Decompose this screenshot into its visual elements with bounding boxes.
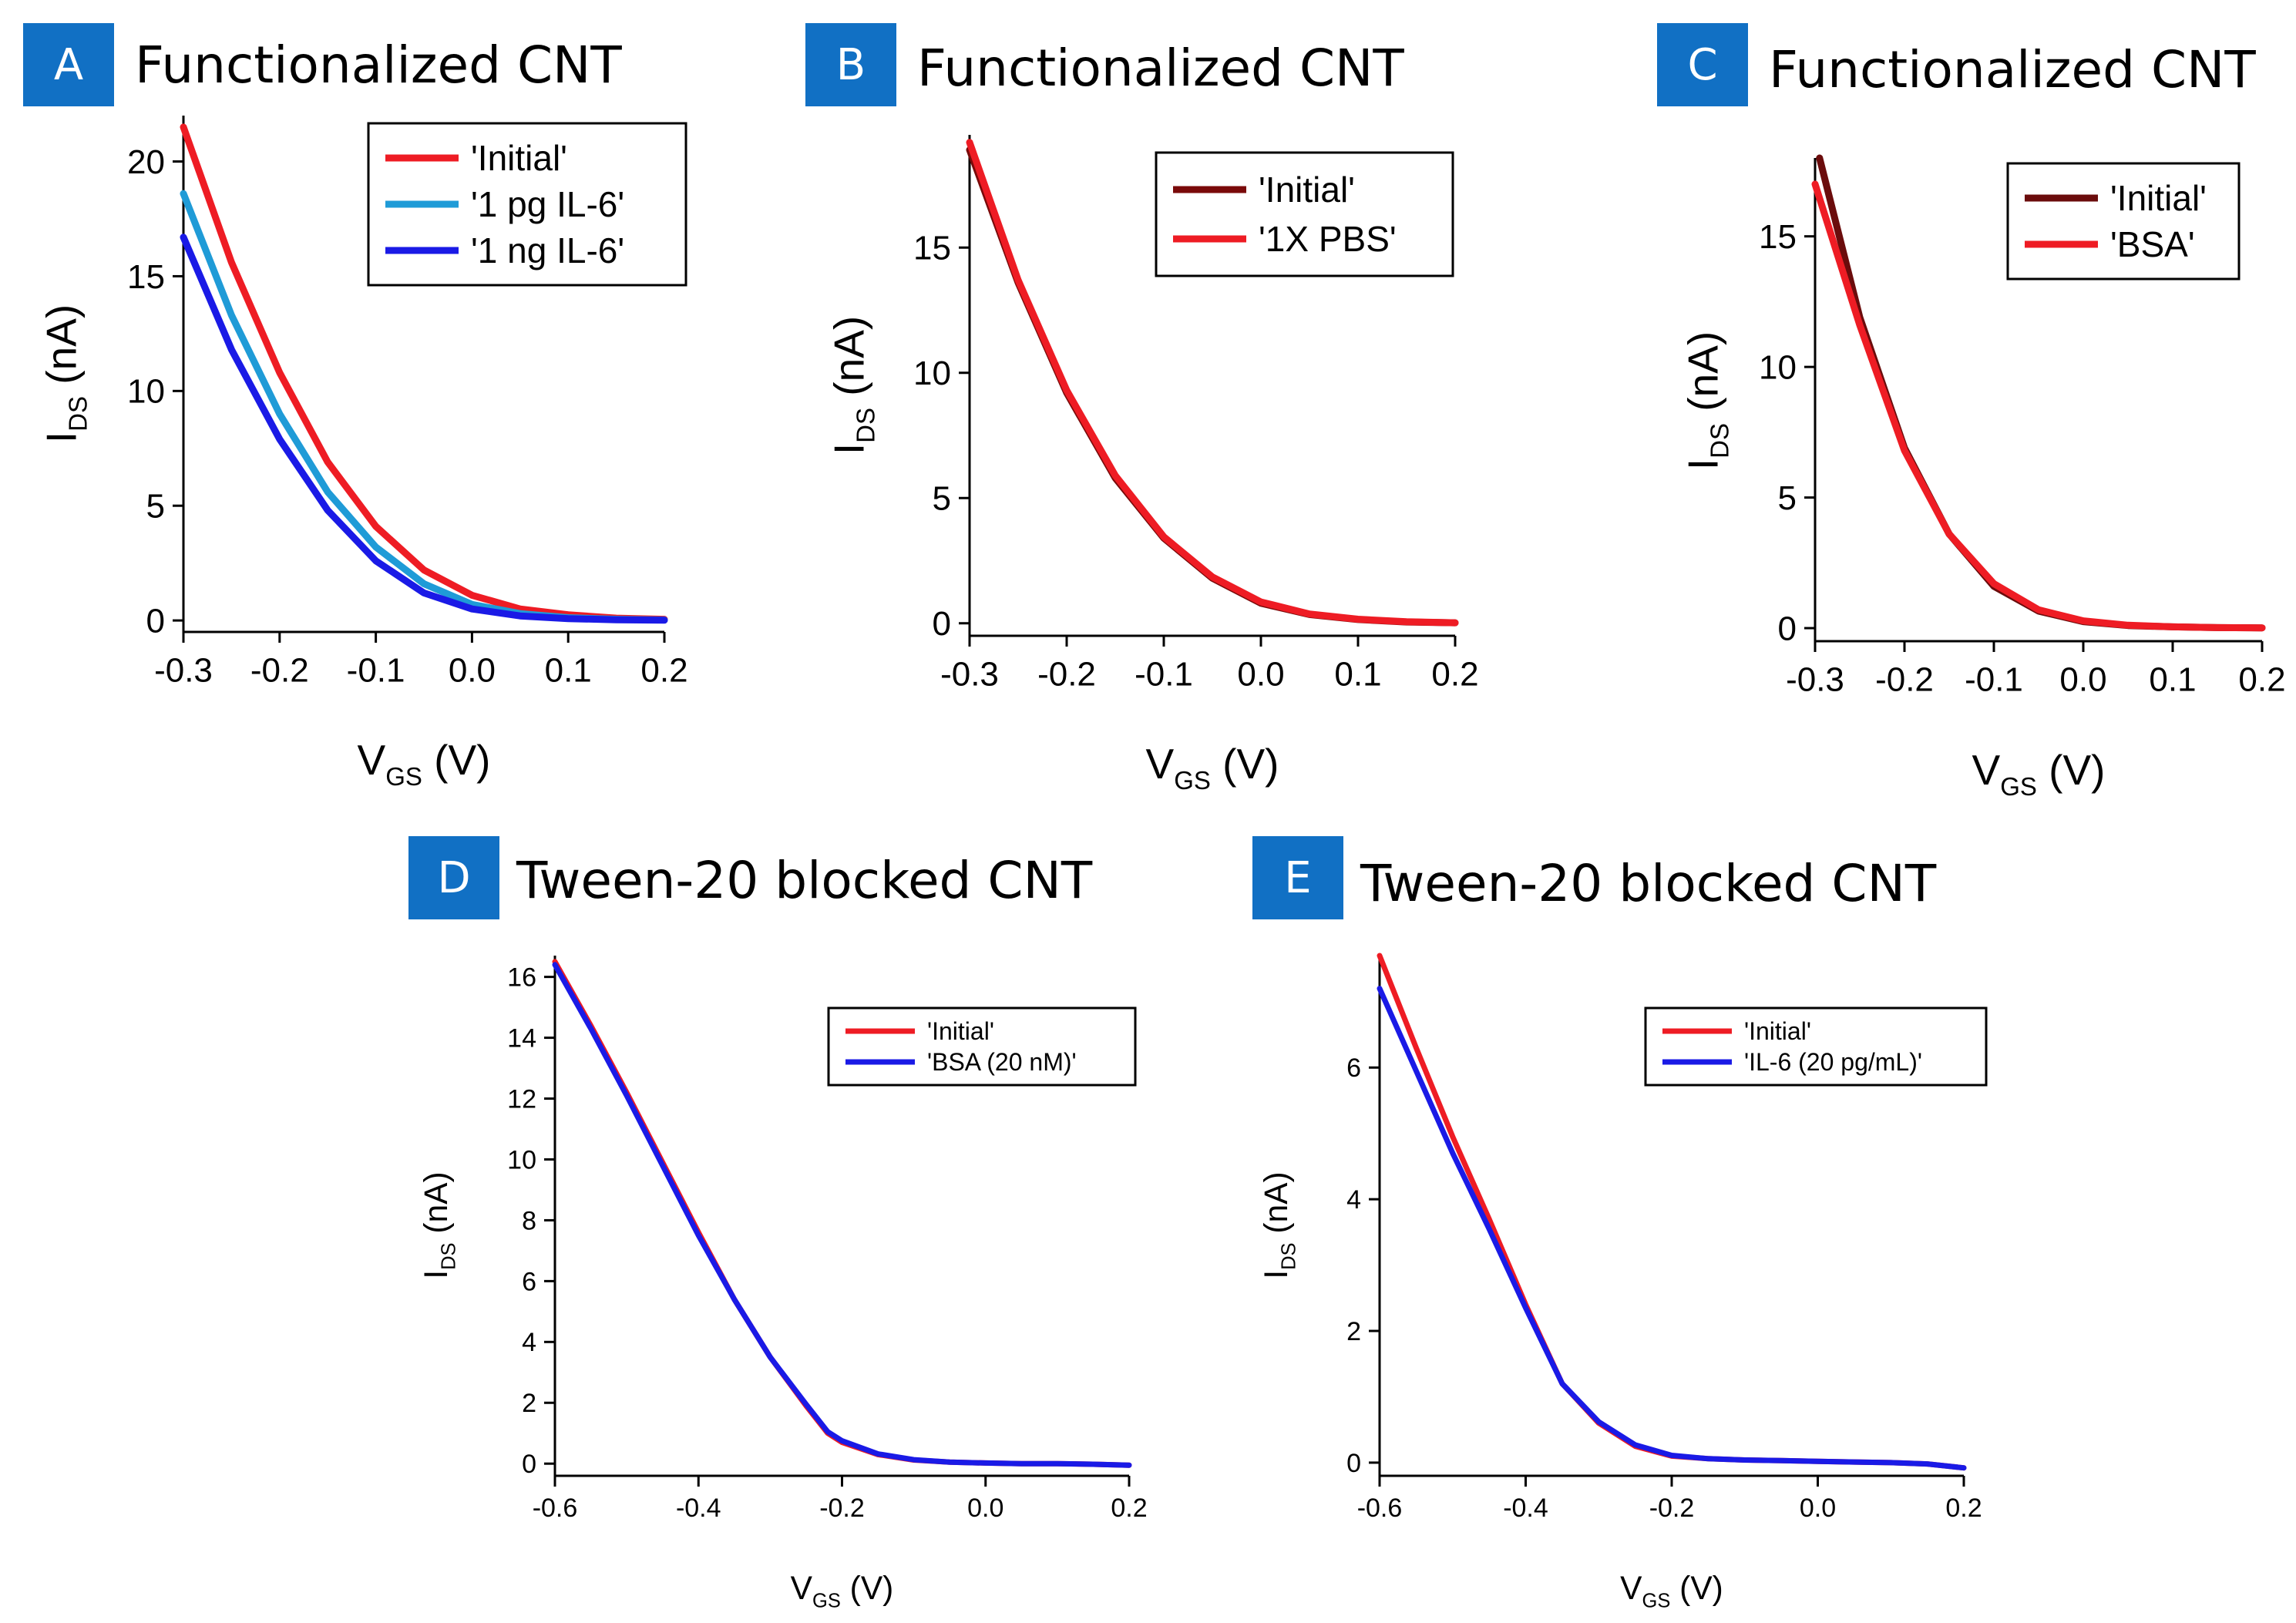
legend-label-0: 'Initial' <box>2110 178 2207 218</box>
x-tick-label: 0.0 <box>2059 661 2106 699</box>
x-tick-label: -0.6 <box>1357 1494 1403 1523</box>
y-tick-label: 2 <box>522 1389 536 1418</box>
y-tick-label: 10 <box>507 1145 536 1174</box>
y-tick-label: 4 <box>522 1328 536 1357</box>
x-tick-label: 0.2 <box>1945 1494 1982 1523</box>
y-tick-label: 14 <box>507 1023 536 1053</box>
y-tick-label: 5 <box>1778 479 1797 517</box>
x-tick-label: 0.1 <box>2149 661 2196 699</box>
legend-label-1: '1 pg IL-6' <box>471 184 624 224</box>
y-tick-label: 0 <box>1346 1449 1361 1478</box>
y-axis-label: IDS (nA) <box>419 1171 460 1279</box>
x-axis-label: VGS (V) <box>791 1571 894 1612</box>
x-tick-label: -0.4 <box>676 1494 721 1523</box>
legend-label-1: 'BSA' <box>2110 224 2195 264</box>
y-tick-label: 20 <box>127 143 165 181</box>
y-tick-label: 10 <box>127 373 165 411</box>
x-tick-label: -0.3 <box>154 652 213 690</box>
x-tick-label: -0.4 <box>1503 1494 1548 1523</box>
x-tick-label: -0.6 <box>533 1494 578 1523</box>
y-tick-label: 5 <box>146 488 165 526</box>
y-tick-label: 15 <box>1759 218 1797 256</box>
x-tick-label: 0.2 <box>1111 1494 1147 1523</box>
x-tick-label: 0.0 <box>449 652 496 690</box>
series-line-2 <box>180 234 668 624</box>
series-line-1 <box>552 962 1132 1468</box>
panel-badge-d: D <box>408 836 499 919</box>
y-tick-label: 0 <box>146 603 165 640</box>
x-tick-label: -0.2 <box>1649 1494 1695 1523</box>
x-tick-label: 0.2 <box>2238 661 2285 699</box>
legend-label-2: '1 ng IL-6' <box>471 230 624 270</box>
y-tick-label: 15 <box>127 258 165 296</box>
y-axis-label: IDS (nA) <box>1259 1171 1300 1279</box>
x-tick-label: 0.2 <box>1431 656 1478 694</box>
y-tick-label: 10 <box>1759 349 1797 387</box>
panel-badge-e: E <box>1252 836 1343 919</box>
series-line-1 <box>966 139 1459 627</box>
legend-label-0: 'Initial' <box>1259 170 1355 210</box>
x-tick-label: -0.1 <box>1965 661 2023 699</box>
panel-title-d: Tween-20 blocked CNT <box>516 851 1093 910</box>
x-axis-label: VGS (V) <box>1972 746 2106 801</box>
panel-title-b: Functionalized CNT <box>917 39 1404 98</box>
x-tick-label: 0.0 <box>1800 1494 1836 1523</box>
x-tick-label: -0.3 <box>940 656 999 694</box>
x-tick-label: -0.3 <box>1786 661 1844 699</box>
x-axis-label: VGS (V) <box>1620 1571 1723 1612</box>
panel-badge-a: A <box>23 23 114 106</box>
x-tick-label: 0.1 <box>1334 656 1381 694</box>
y-tick-label: 10 <box>913 355 951 392</box>
series-line-1 <box>1811 180 2266 632</box>
legend-label-1: '1X PBS' <box>1259 219 1397 259</box>
x-axis-label: VGS (V) <box>358 736 491 791</box>
panel-title-e: Tween-20 blocked CNT <box>1360 854 1937 913</box>
y-tick-label: 5 <box>933 480 951 518</box>
legend-box <box>1644 1006 1988 1087</box>
y-tick-label: 8 <box>522 1206 536 1235</box>
legend-label-0: 'Initial' <box>927 1017 994 1045</box>
y-axis-label: IDS (nA) <box>38 304 92 443</box>
legend-label-1: 'IL-6 (20 pg/mL)' <box>1744 1048 1922 1076</box>
legend-box <box>2006 162 2241 281</box>
y-tick-label: 0 <box>933 605 951 643</box>
x-axis-label: VGS (V) <box>1146 740 1279 795</box>
panel-title-c: Functionalized CNT <box>1769 40 2256 99</box>
y-tick-label: 0 <box>522 1450 536 1479</box>
x-tick-label: -0.2 <box>1875 661 1934 699</box>
x-tick-label: 0.0 <box>1237 656 1284 694</box>
series-line-1 <box>1377 986 1967 1471</box>
panel-title-a: Functionalized CNT <box>135 35 622 95</box>
y-tick-label: 6 <box>522 1267 536 1296</box>
y-tick-label: 4 <box>1346 1185 1361 1215</box>
legend-box <box>1155 151 1454 277</box>
legend-label-0: 'Initial' <box>1744 1017 1811 1045</box>
y-tick-label: 6 <box>1346 1053 1361 1083</box>
x-tick-label: 0.0 <box>967 1494 1003 1523</box>
x-tick-label: -0.1 <box>1135 656 1193 694</box>
x-tick-label: -0.1 <box>347 652 405 690</box>
legend-box <box>827 1006 1137 1087</box>
y-tick-label: 12 <box>507 1084 536 1114</box>
x-tick-label: 0.2 <box>640 652 687 690</box>
y-tick-label: 15 <box>913 230 951 267</box>
x-tick-label: -0.2 <box>1037 656 1096 694</box>
y-axis-label: IDS (nA) <box>1679 331 1734 470</box>
y-axis-label: IDS (nA) <box>825 316 880 455</box>
panel-badge-b: B <box>805 23 896 106</box>
panel-badge-c: C <box>1657 23 1748 106</box>
x-tick-label: 0.1 <box>545 652 592 690</box>
legend-label-1: 'BSA (20 nM)' <box>927 1048 1077 1076</box>
legend-label-0: 'Initial' <box>471 138 567 178</box>
x-tick-label: -0.2 <box>250 652 309 690</box>
y-tick-label: 16 <box>507 963 536 993</box>
y-tick-label: 0 <box>1778 610 1797 647</box>
y-tick-label: 2 <box>1346 1317 1361 1346</box>
x-tick-label: -0.2 <box>819 1494 865 1523</box>
